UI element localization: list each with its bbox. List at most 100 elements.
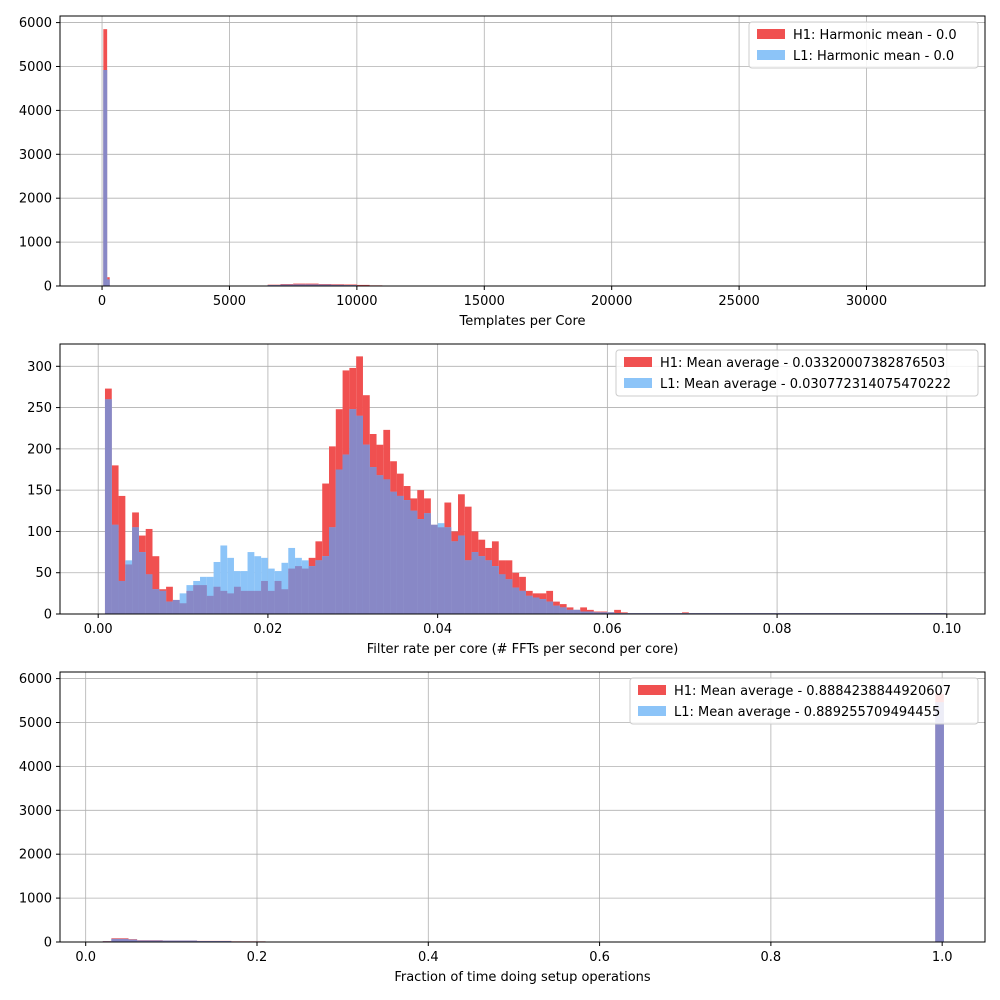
x-tick-label: 0.4	[418, 950, 439, 965]
y-tick-label: 6000	[19, 16, 52, 31]
x-tick-label: 10000	[336, 294, 377, 309]
x-tick-label: 5000	[213, 294, 246, 309]
histogram-bar-overlap	[213, 586, 221, 614]
histogram-bar-overlap	[505, 579, 513, 614]
histogram-bar-overlap	[107, 279, 110, 286]
histogram-bar-overlap	[111, 524, 119, 614]
histogram-bar-overlap	[281, 589, 289, 614]
x-axis-label: Fraction of time doing setup operations	[394, 970, 651, 985]
histogram-bar-overlap	[128, 939, 138, 942]
histogram-bar-overlap	[103, 70, 108, 286]
histogram-bar-overlap	[430, 524, 438, 614]
x-tick-label: 0	[98, 294, 106, 309]
histogram-bar-overlap	[383, 479, 391, 614]
histogram-bar-overlap	[118, 580, 126, 614]
histogram-bar-l1	[227, 557, 234, 614]
histogram-bar-h1	[356, 284, 370, 286]
histogram-bar-overlap	[410, 510, 418, 614]
legend-label-l1: L1: Harmonic mean - 0.0	[793, 49, 954, 64]
histogram-bar-l1	[220, 545, 228, 614]
chart-setup-fraction: 0.0 0.2 0.4 0.6 0.8 1.0 0 1000 2000 3000 4000 5000 6…	[19, 671, 986, 985]
histogram-bar-overlap	[162, 940, 198, 942]
histogram-bar-overlap	[586, 611, 594, 614]
histogram-bar-h1	[580, 607, 587, 614]
histogram-bar-overlap	[349, 409, 357, 614]
x-tick-label: 0.00	[84, 622, 113, 637]
histogram-bar-h1	[166, 586, 173, 614]
histogram-bar-overlap	[390, 491, 397, 614]
x-tick-label: 30000	[846, 294, 887, 309]
histogram-bar-l1	[206, 576, 214, 614]
histogram-bar-overlap	[444, 527, 452, 614]
legend-swatch-h1	[624, 357, 652, 367]
histogram-bar-overlap	[172, 599, 180, 614]
y-tick-label: 50	[35, 566, 52, 581]
y-tick-label: 0	[44, 608, 52, 623]
x-tick-label: 0.04	[423, 622, 452, 637]
legend	[629, 677, 979, 725]
y-tick-label: 1000	[19, 892, 52, 907]
y-tick-label: 2000	[19, 192, 52, 207]
legend-swatch-l1	[638, 706, 666, 716]
histogram-bar-overlap	[491, 566, 499, 614]
y-tick-label: 2000	[19, 848, 52, 863]
histogram-bar-overlap	[159, 590, 167, 614]
histogram-bar-h1	[118, 495, 126, 614]
histogram-bar-overlap	[356, 415, 363, 614]
histogram-bar-overlap	[305, 284, 319, 286]
histogram-bar-overlap	[318, 284, 332, 286]
legend-swatch-l1	[624, 378, 652, 388]
histogram-bar-overlap	[417, 519, 425, 614]
axes-frame	[59, 15, 986, 287]
histogram-bar-overlap	[220, 590, 228, 614]
x-tick-label: 0.6	[589, 950, 610, 965]
x-tick-label: 0.0	[75, 950, 96, 965]
histogram-bar-l1	[247, 552, 255, 614]
histogram-bar-overlap	[206, 595, 214, 614]
histogram-bar-overlap	[179, 603, 187, 614]
chart-templates-per-core: 0 5000 10000 15000 20000 25000 30000 0 1000 2000 3…	[19, 15, 986, 329]
histogram-bar-overlap	[471, 552, 479, 614]
legend	[748, 21, 979, 69]
x-tick-label: 20000	[591, 294, 632, 309]
histogram-bar-overlap	[525, 595, 533, 614]
histogram-bar-overlap	[396, 495, 404, 614]
y-tick-label: 4000	[19, 760, 52, 775]
histogram-bar-overlap	[295, 566, 302, 614]
histogram-bar-overlap	[331, 284, 345, 286]
histogram-bar-overlap	[233, 586, 241, 614]
histogram-bar-overlap	[247, 590, 255, 614]
y-tick-label: 200	[27, 442, 52, 457]
histogram-bar-overlap	[573, 609, 581, 614]
histogram-bar-overlap	[293, 284, 306, 286]
histogram-bar-overlap	[553, 605, 560, 614]
x-tick-label: 0.08	[763, 622, 792, 637]
histogram-bar-overlap	[498, 574, 506, 614]
histogram-bar-overlap	[152, 589, 160, 614]
legend-label-l1: L1: Mean average - 0.889255709494455	[674, 705, 940, 720]
histogram-bar-overlap	[335, 469, 343, 614]
histogram-bar-overlap	[512, 587, 520, 614]
histogram-bar-overlap	[329, 527, 336, 614]
x-axis-label: Filter rate per core (# FFTs per second …	[367, 642, 679, 657]
histogram-bar-overlap	[274, 580, 282, 614]
y-tick-label: 3000	[19, 148, 52, 163]
x-tick-label: 0.06	[593, 622, 622, 637]
x-tick-label: 0.02	[253, 622, 282, 637]
legend-label-l1: L1: Mean average - 0.030772314075470222	[660, 377, 951, 392]
histogram-bar-overlap	[607, 612, 615, 614]
histogram-bar-overlap	[288, 568, 296, 614]
histogram-bar-overlap	[593, 612, 601, 614]
legend	[615, 349, 979, 397]
histogram-bar-overlap	[254, 590, 262, 614]
histogram-bar-overlap	[145, 574, 153, 614]
histogram-bar-overlap	[464, 560, 472, 614]
histogram-bar-overlap	[137, 940, 163, 942]
legend-label-h1: H1: Mean average - 0.8884238844920607	[674, 684, 951, 699]
histogram-bar-overlap	[369, 467, 377, 614]
legend-swatch-l1	[757, 50, 785, 60]
histogram-bar-h1	[614, 609, 621, 614]
histogram-bar-overlap	[424, 513, 431, 614]
y-tick-label: 1000	[19, 236, 52, 251]
